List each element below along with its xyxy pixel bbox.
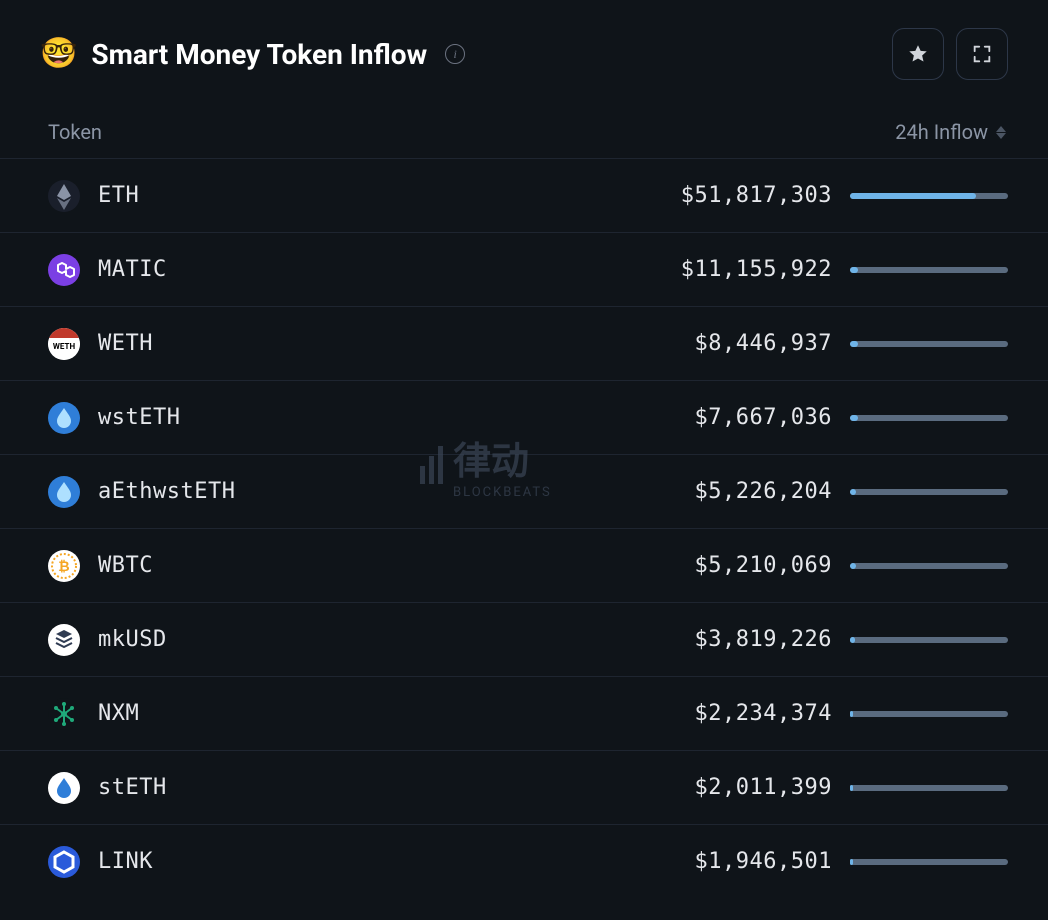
header-emoji: 🤓 [40, 39, 77, 69]
title-group: 🤓 Smart Money Token Inflow i [40, 38, 465, 71]
inflow-bar [850, 489, 1008, 495]
token-cell: wstETH [48, 402, 180, 434]
token-icon: WETH [48, 328, 80, 360]
inflow-value: $5,226,204 [695, 479, 832, 504]
svg-text:₿: ₿ [58, 559, 69, 575]
inflow-value: $7,667,036 [695, 405, 832, 430]
token-symbol: WBTC [98, 553, 153, 578]
token-icon [48, 402, 80, 434]
token-cell: ETH [48, 180, 139, 212]
inflow-value: $2,011,399 [695, 775, 832, 800]
token-symbol: stETH [98, 775, 167, 800]
token-symbol: MATIC [98, 257, 167, 282]
token-cell: NXM [48, 698, 139, 730]
table-row[interactable]: MATIC $11,155,922 [0, 232, 1048, 306]
table-row[interactable]: mkUSD $3,819,226 [0, 602, 1048, 676]
value-cell: $2,011,399 [695, 775, 1008, 800]
token-symbol: mkUSD [98, 627, 167, 652]
value-cell: $2,234,374 [695, 701, 1008, 726]
inflow-bar [850, 859, 1008, 865]
table-row[interactable]: wstETH $7,667,036 [0, 380, 1048, 454]
inflow-bar [850, 785, 1008, 791]
token-symbol: LINK [98, 849, 153, 874]
inflow-bar [850, 711, 1008, 717]
token-icon [48, 180, 80, 212]
inflow-bar [850, 415, 1008, 421]
value-cell: $11,155,922 [681, 257, 1008, 282]
token-cell: WETH WETH [48, 328, 153, 360]
token-icon [48, 624, 80, 656]
inflow-value: $2,234,374 [695, 701, 832, 726]
token-icon [48, 476, 80, 508]
expand-button[interactable] [956, 28, 1008, 80]
token-icon [48, 254, 80, 286]
star-icon [907, 43, 929, 65]
value-cell: $8,446,937 [695, 331, 1008, 356]
token-icon [48, 846, 80, 878]
panel-title: Smart Money Token Inflow [91, 38, 427, 71]
token-icon [48, 698, 80, 730]
inflow-bar-fill [850, 637, 855, 643]
inflow-bar-fill [850, 711, 853, 717]
col-inflow-label: 24h Inflow [895, 120, 988, 144]
panel-header: 🤓 Smart Money Token Inflow i [0, 28, 1048, 108]
token-symbol: WETH [98, 331, 153, 356]
inflow-bar [850, 637, 1008, 643]
col-token: Token [48, 120, 102, 144]
token-symbol: ETH [98, 183, 139, 208]
inflow-bar [850, 563, 1008, 569]
inflow-bar-fill [850, 341, 858, 347]
value-cell: $51,817,303 [681, 183, 1008, 208]
inflow-bar [850, 341, 1008, 347]
inflow-value: $1,946,501 [695, 849, 832, 874]
column-headers: Token 24h Inflow [0, 108, 1048, 158]
inflow-bar-fill [850, 489, 856, 495]
col-inflow[interactable]: 24h Inflow [895, 120, 1008, 144]
value-cell: $1,946,501 [695, 849, 1008, 874]
token-cell: MATIC [48, 254, 167, 286]
header-actions [892, 28, 1008, 80]
inflow-bar-fill [850, 193, 976, 199]
value-cell: $5,210,069 [695, 553, 1008, 578]
table-row[interactable]: ETH $51,817,303 [0, 158, 1048, 232]
value-cell: $5,226,204 [695, 479, 1008, 504]
value-cell: $3,819,226 [695, 627, 1008, 652]
inflow-bar [850, 193, 1008, 199]
token-cell: mkUSD [48, 624, 167, 656]
inflow-bar [850, 267, 1008, 273]
token-symbol: NXM [98, 701, 139, 726]
svg-text:WETH: WETH [53, 342, 76, 351]
inflow-value: $11,155,922 [681, 257, 832, 282]
inflow-value: $51,817,303 [681, 183, 832, 208]
expand-icon [971, 43, 993, 65]
token-cell: aEthwstETH [48, 476, 235, 508]
table-row[interactable]: NXM $2,234,374 [0, 676, 1048, 750]
inflow-value: $5,210,069 [695, 553, 832, 578]
token-symbol: aEthwstETH [98, 479, 235, 504]
token-cell: stETH [48, 772, 167, 804]
favorite-button[interactable] [892, 28, 944, 80]
inflow-value: $8,446,937 [695, 331, 832, 356]
value-cell: $7,667,036 [695, 405, 1008, 430]
table-row[interactable]: aEthwstETH $5,226,204 [0, 454, 1048, 528]
inflow-bar-fill [850, 563, 856, 569]
inflow-value: $3,819,226 [695, 627, 832, 652]
inflow-bar-fill [850, 859, 853, 865]
token-rows: ETH $51,817,303 MATIC $11,155,922 WETH WETH $8… [0, 158, 1048, 898]
inflow-bar-fill [850, 785, 853, 791]
token-icon: ₿ [48, 550, 80, 582]
token-cell: ₿ WBTC [48, 550, 153, 582]
inflow-bar-fill [850, 267, 858, 273]
table-row[interactable]: ₿ WBTC $5,210,069 [0, 528, 1048, 602]
table-row[interactable]: LINK $1,946,501 [0, 824, 1048, 898]
token-cell: LINK [48, 846, 153, 878]
token-symbol: wstETH [98, 405, 180, 430]
inflow-bar-fill [850, 415, 858, 421]
info-icon[interactable]: i [445, 44, 465, 64]
token-icon [48, 772, 80, 804]
table-row[interactable]: WETH WETH $8,446,937 [0, 306, 1048, 380]
table-row[interactable]: stETH $2,011,399 [0, 750, 1048, 824]
sort-icon [996, 126, 1006, 139]
